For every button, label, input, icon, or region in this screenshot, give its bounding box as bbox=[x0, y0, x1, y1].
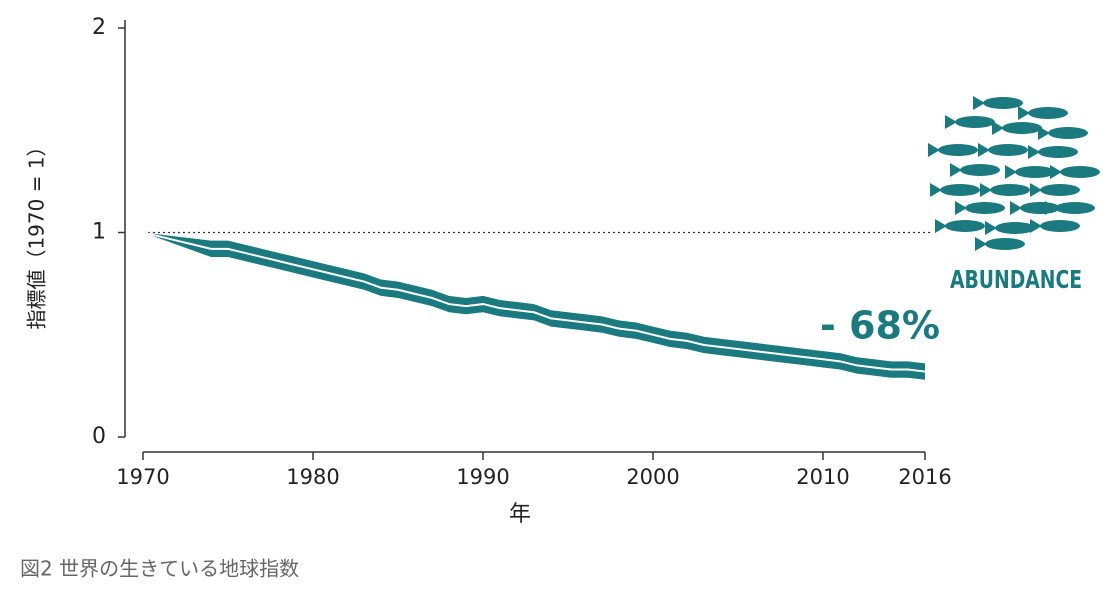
x-tick-label: 2016 bbox=[898, 465, 951, 489]
x-tick-label: 1990 bbox=[456, 465, 509, 489]
fish bbox=[1002, 122, 1042, 134]
x-tick-label: 2000 bbox=[626, 465, 679, 489]
fish-tail bbox=[1028, 145, 1040, 159]
y-tick-label: 2 bbox=[92, 15, 106, 40]
y-tick-label: 1 bbox=[92, 220, 106, 245]
fish-tail bbox=[955, 201, 967, 215]
fish-tail bbox=[985, 221, 997, 235]
fish-tail bbox=[930, 183, 942, 197]
fish bbox=[1055, 202, 1095, 214]
fish bbox=[938, 144, 978, 156]
annotation: - 68% bbox=[820, 304, 940, 348]
fish bbox=[1028, 107, 1068, 119]
fish bbox=[1015, 166, 1055, 178]
fish-tail bbox=[1018, 106, 1030, 120]
fish-icon bbox=[928, 96, 1100, 251]
fish bbox=[960, 164, 1000, 176]
fish bbox=[988, 144, 1028, 156]
fish-tail bbox=[1030, 183, 1042, 197]
fish bbox=[1060, 166, 1100, 178]
fish-tail bbox=[950, 163, 962, 177]
fish bbox=[985, 238, 1025, 250]
fish-tail bbox=[1010, 201, 1022, 215]
y-tick-label: 0 bbox=[92, 424, 106, 449]
fish-tail bbox=[1005, 165, 1017, 179]
fish-tail bbox=[975, 237, 987, 251]
caption: 図2 世界の生きている地球指数 bbox=[20, 557, 299, 581]
fish bbox=[1038, 146, 1078, 158]
fish bbox=[1048, 127, 1088, 139]
fish-tail bbox=[1045, 201, 1057, 215]
fish-tail bbox=[1050, 165, 1062, 179]
x-axis-label: 年 bbox=[509, 502, 531, 527]
x-tick-label: 2010 bbox=[796, 465, 849, 489]
fish-tail bbox=[980, 183, 992, 197]
fish-tail bbox=[992, 121, 1004, 135]
icon-label: ABUNDANCE bbox=[950, 265, 1082, 294]
fish-tail bbox=[973, 96, 985, 110]
fish-tail bbox=[1030, 219, 1042, 233]
fish-tail bbox=[945, 115, 957, 129]
fish-tail bbox=[1038, 126, 1050, 140]
fish bbox=[990, 184, 1030, 196]
fish bbox=[955, 116, 995, 128]
fish-tail bbox=[978, 143, 990, 157]
index-line bbox=[142, 231, 926, 373]
fish bbox=[940, 184, 980, 196]
x-tick-label: 1970 bbox=[116, 465, 169, 489]
fish-tail bbox=[928, 143, 940, 157]
fish bbox=[945, 220, 985, 232]
fish bbox=[995, 222, 1035, 234]
fish-tail bbox=[935, 219, 947, 233]
x-tick-label: 1980 bbox=[286, 465, 339, 489]
y-axis-label: 指標値（1970 = 1） bbox=[25, 136, 49, 329]
confidence-band bbox=[143, 232, 925, 380]
fish bbox=[965, 202, 1005, 214]
fish bbox=[1040, 220, 1080, 232]
fish bbox=[983, 97, 1023, 109]
fish bbox=[1040, 184, 1080, 196]
